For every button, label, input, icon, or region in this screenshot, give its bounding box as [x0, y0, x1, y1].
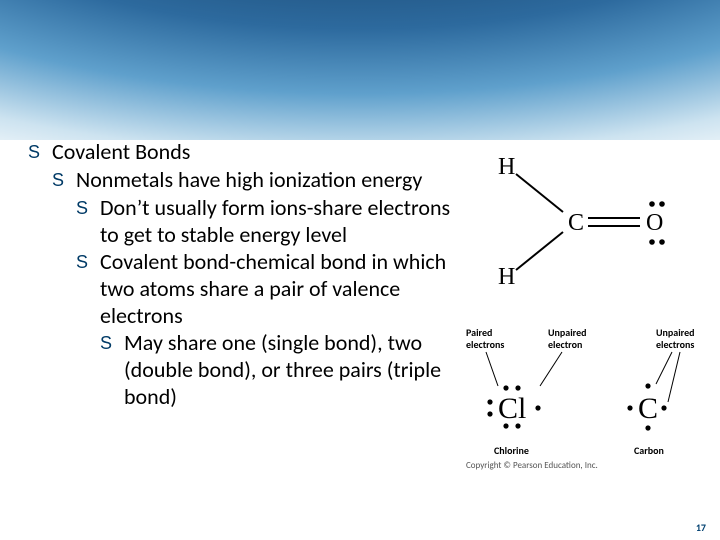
pointer-line — [668, 352, 680, 402]
lone-pair-dot — [649, 201, 655, 207]
label-unpaired-r-2: electrons — [656, 338, 694, 351]
atom-h-top: H — [498, 154, 515, 180]
electron-dot — [515, 423, 520, 428]
electron-dot — [661, 405, 666, 410]
label-paired-2: electrons — [466, 338, 504, 351]
formaldehyde-structure-diagram: H H C O — [478, 144, 688, 294]
bullet-covalent-bonds: S Covalent Bonds — [28, 138, 458, 166]
image-column: H H C O Paired electrons Unpaired — [458, 138, 708, 484]
label-carbon: Carbon — [634, 444, 664, 457]
atom-o: O — [646, 210, 663, 236]
atom-cl: Cl — [498, 392, 526, 425]
bullet-marker-icon: S — [52, 166, 76, 194]
bond-line — [516, 232, 563, 270]
electron-dot — [645, 383, 650, 388]
header-gradient — [0, 0, 720, 140]
bullet-marker-icon: S — [76, 248, 100, 329]
atom-h-bottom: H — [498, 264, 515, 290]
lewis-dot-comparison-diagram: Paired electrons Unpaired electron Unpai… — [458, 324, 708, 484]
atom-c-right: C — [638, 392, 658, 425]
bullet-marker-icon: S — [100, 329, 124, 410]
electron-dot — [487, 411, 492, 416]
bullet-nonmetals: S Nonmetals have high ionization energy — [52, 166, 458, 194]
bullet-text: May share one (single bond), two (double… — [124, 329, 458, 410]
lone-pair-dot — [659, 201, 665, 207]
bullet-bond-multiplicity: S May share one (single bond), two (doub… — [100, 329, 458, 410]
bullet-text: Covalent Bonds — [52, 138, 190, 166]
pointer-line — [540, 352, 562, 386]
label-unpaired-2: electron — [548, 338, 582, 351]
electron-dot — [627, 405, 632, 410]
page-number: 17 — [696, 521, 706, 534]
electron-dot — [535, 405, 540, 410]
pointer-line — [656, 352, 672, 384]
label-chlorine: Chlorine — [494, 444, 529, 457]
atom-c: C — [568, 210, 584, 236]
pointer-line — [486, 352, 498, 386]
bullet-covalent-def: S Covalent bond-chemical bond in which t… — [76, 248, 458, 329]
content-row: S Covalent Bonds S Nonmetals have high i… — [28, 138, 720, 484]
electron-dot — [503, 423, 508, 428]
bullet-marker-icon: S — [76, 194, 100, 248]
bullet-text: Don’t usually form ions-share electrons … — [100, 194, 458, 248]
lone-pair-dot — [649, 239, 655, 245]
bullet-dont-form-ions: S Don’t usually form ions-share electron… — [76, 194, 458, 248]
electron-dot — [645, 425, 650, 430]
bond-line — [516, 174, 563, 212]
lone-pair-dot — [659, 239, 665, 245]
text-column: S Covalent Bonds S Nonmetals have high i… — [28, 138, 458, 484]
bullet-text: Covalent bond-chemical bond in which two… — [100, 248, 458, 329]
electron-dot — [487, 399, 492, 404]
copyright-caption: Copyright © Pearson Education, Inc. — [466, 460, 598, 471]
bullet-text: Nonmetals have high ionization energy — [76, 166, 422, 194]
electron-dot — [515, 385, 520, 390]
bullet-marker-icon: S — [28, 138, 52, 166]
electron-dot — [503, 385, 508, 390]
